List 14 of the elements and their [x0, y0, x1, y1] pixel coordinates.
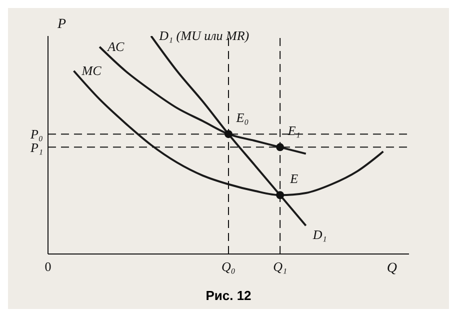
- annotation: E₀: [235, 110, 249, 126]
- x-axis-title: Q: [386, 261, 397, 276]
- y-axis-title: P: [56, 16, 66, 32]
- annotation: E: [289, 171, 298, 186]
- text: Рис. 12: [204, 288, 252, 305]
- text: 0: [44, 259, 52, 274]
- ref-line-label: P₀: [30, 126, 43, 142]
- x-tick-label: Q₁: [273, 259, 288, 274]
- series-label: AC: [106, 38, 125, 54]
- annotation: E₁: [286, 123, 300, 138]
- annotation: D₁: [312, 226, 327, 242]
- series-label: MC: [80, 62, 102, 78]
- x-tick-label: Q₀: [222, 259, 236, 274]
- series-label: D₁ (MU или MR): [158, 28, 250, 43]
